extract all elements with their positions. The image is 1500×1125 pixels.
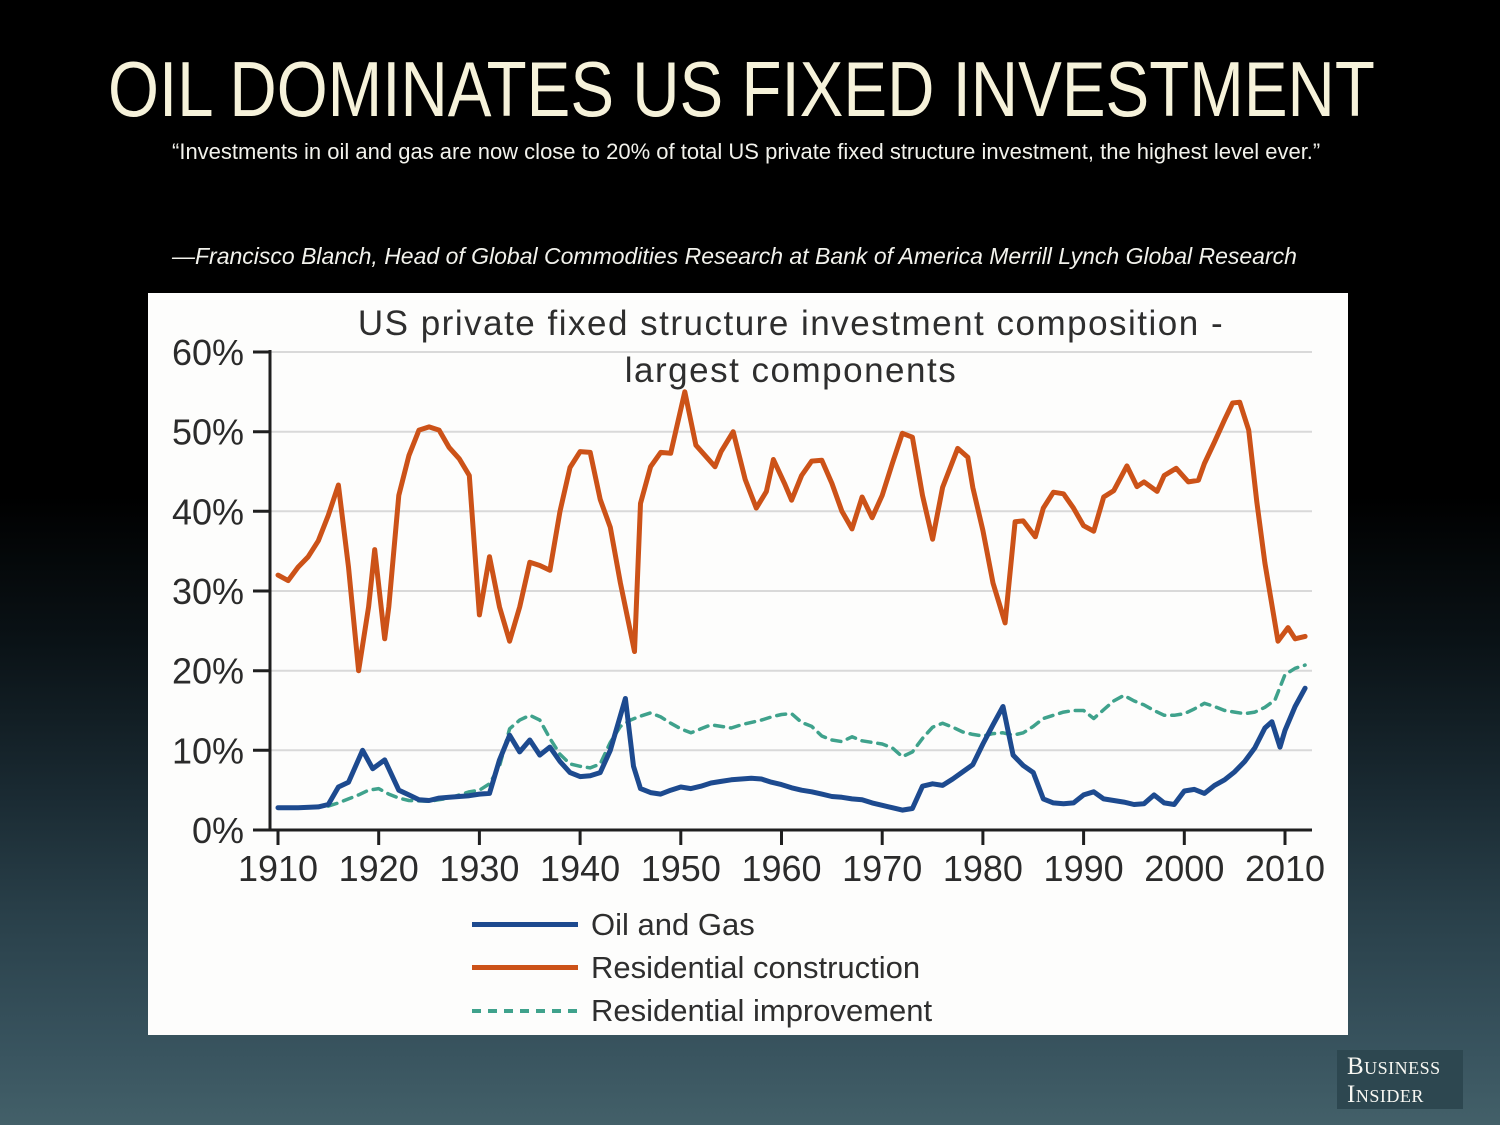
y-tick-label: 10% [172, 730, 244, 771]
quote-text: “Investments in oil and gas are now clos… [172, 139, 1321, 164]
y-tick-label: 0% [192, 810, 244, 851]
x-tick-label: 1960 [741, 848, 821, 889]
series-line-residential-improvement [326, 663, 1307, 808]
residential-construction-line-swatch-icon [472, 965, 578, 970]
chart-legend: Oil and Gas Residential construction Res… [472, 903, 932, 1032]
x-tick-label: 2010 [1245, 848, 1325, 889]
chart-panel: 0% 10% 20% 30% 40% 50% 60% 1910 1920 1930 1940 1950… [148, 293, 1348, 1035]
legend-item-oil-and-gas: Oil and Gas [472, 903, 932, 946]
x-tick-label: 1920 [339, 848, 419, 889]
y-tick-label: 40% [172, 491, 244, 532]
legend-item-residential-construction: Residential construction [472, 946, 932, 989]
chart-title-line1: US private fixed structure investment co… [357, 304, 1225, 343]
y-tick-label: 20% [172, 651, 244, 692]
y-tick-label: 50% [172, 412, 244, 453]
residential-improvement-line-swatch-icon [472, 1008, 578, 1013]
slide-title: OIL DOMINATES US FIXED INVESTMENT [108, 45, 1375, 133]
series-line-residential-construction [275, 389, 1308, 674]
chart-title-line2: largest components [624, 350, 958, 390]
legend-label: Oil and Gas [591, 906, 755, 942]
legend-label: Residential improvement [591, 992, 933, 1028]
business-insider-logo: Business Insider [1337, 1050, 1463, 1109]
chart-title: US private fixed structure investment co… [231, 301, 1351, 394]
x-tick-label: 1970 [842, 848, 922, 889]
oil-and-gas-line-swatch-icon [472, 922, 578, 927]
attribution-text: —Francisco Blanch, Head of Global Commod… [172, 243, 1297, 269]
x-tick-label: 1910 [238, 848, 318, 889]
x-tick-label: 1930 [439, 848, 519, 889]
series-line-oil-and-gas [275, 685, 1308, 813]
logo-line2: Insider [1347, 1080, 1424, 1108]
investment-composition-chart: 0% 10% 20% 30% 40% 50% 60% 1910 1920 1930 1940 1950… [172, 332, 1325, 889]
y-tick-label: 30% [172, 571, 244, 612]
x-tick-label: 1990 [1044, 848, 1124, 889]
x-tick-label: 1950 [641, 848, 721, 889]
x-tick-label: 2000 [1144, 848, 1224, 889]
legend-label: Residential construction [591, 949, 921, 985]
x-tick-label: 1940 [540, 848, 620, 889]
logo-line1: Business [1347, 1053, 1441, 1080]
x-tick-label: 1980 [943, 848, 1023, 889]
y-tick-label: 60% [172, 332, 244, 373]
legend-item-residential-improvement: Residential improvement [472, 989, 932, 1032]
